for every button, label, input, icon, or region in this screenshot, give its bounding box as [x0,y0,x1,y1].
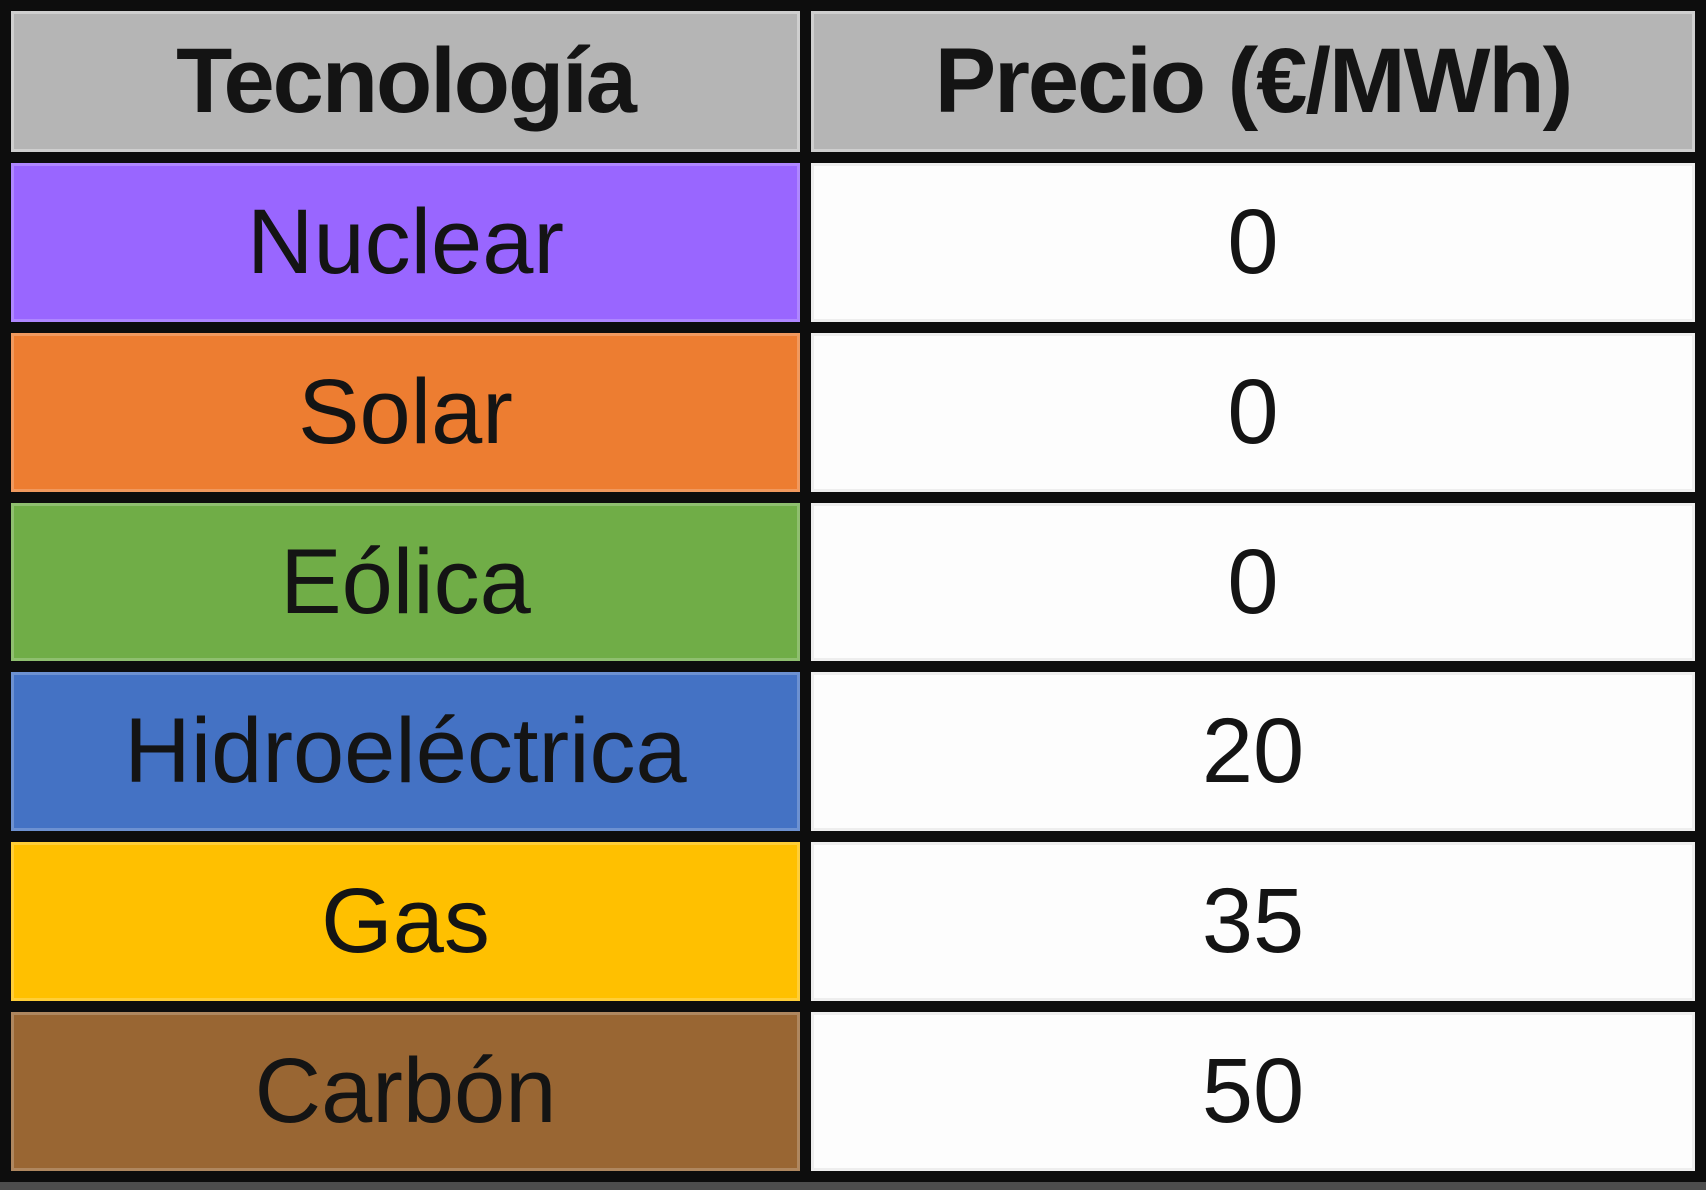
header-row: Tecnología Precio (€/MWh) [0,0,1706,163]
technology-cell: Nuclear [0,152,812,333]
bottom-edge-shadow [0,1182,1706,1190]
table-row: Solar 0 [0,321,1706,503]
technology-cell: Carbón [0,1001,812,1182]
table-row: Nuclear 0 [0,152,1706,333]
technology-cell: Hidroeléctrica [0,661,812,843]
column-header-precio: Precio (€/MWh) [800,0,1706,163]
price-cell: 0 [800,321,1706,503]
technology-cell: Gas [0,831,812,1013]
table-row: Carbón 50 [0,1001,1706,1182]
technology-cell: Solar [0,321,812,503]
price-cell: 35 [800,831,1706,1013]
column-header-tecnologia: Tecnología [0,0,812,163]
table-row: Eólica 0 [0,491,1706,673]
price-cell: 50 [800,1001,1706,1182]
price-cell: 0 [800,491,1706,673]
price-cell: 20 [800,661,1706,843]
price-cell: 0 [800,152,1706,333]
table-row: Hidroeléctrica 20 [0,661,1706,843]
technology-cell: Eólica [0,491,812,673]
table-row: Gas 35 [0,831,1706,1013]
